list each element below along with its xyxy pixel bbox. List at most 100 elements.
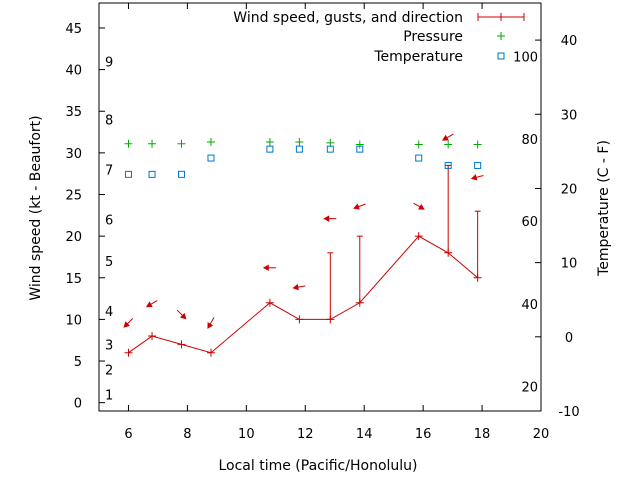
y-axis-right: -10 0 10 20 30 40 xyxy=(535,34,580,420)
wind-direction-arrowhead xyxy=(323,215,330,222)
wind-speed-point xyxy=(355,298,364,307)
temperature-point xyxy=(356,145,364,153)
y-tick-label: 35 xyxy=(65,105,82,120)
wind-speed-point xyxy=(265,298,274,307)
wind-speed-point xyxy=(444,248,453,257)
temperature-point xyxy=(444,161,452,169)
beaufort-label: 1 xyxy=(105,388,113,403)
beaufort-label: 9 xyxy=(105,55,113,70)
legend-sample-pressure xyxy=(497,32,505,40)
x-axis: 6 8 10 12 14 16 18 20 xyxy=(124,3,549,442)
x-axis-title: Local time (Pacific/Honolulu) xyxy=(218,458,417,474)
fahrenheit-label: 40 xyxy=(521,298,538,313)
y-tick-label: 30 xyxy=(65,147,82,162)
wind-speed-point xyxy=(326,315,335,324)
legend-label-wind: Wind speed, gusts, and direction xyxy=(233,10,463,26)
fahrenheit-scale: 20 40 60 80 100 xyxy=(513,50,538,395)
y-tick-label: 10 xyxy=(65,313,82,328)
beaufort-label: 2 xyxy=(105,363,113,378)
beaufort-label: 4 xyxy=(105,305,113,320)
x-tick-label: 12 xyxy=(297,427,314,442)
pressure-point xyxy=(124,139,133,148)
beaufort-label: 7 xyxy=(105,164,113,179)
wind-speed-point xyxy=(124,348,133,357)
y2-tick-label: 20 xyxy=(561,182,578,197)
legend-sample-wind-marker xyxy=(497,13,505,21)
plot-frame xyxy=(98,2,542,412)
plot-border xyxy=(98,2,542,412)
pressure-point xyxy=(473,140,482,149)
temperature-point xyxy=(148,170,156,178)
temperature-point xyxy=(207,154,215,162)
pressure-point xyxy=(295,138,304,147)
temperature-point xyxy=(474,161,482,169)
y-tick-label: 25 xyxy=(65,189,82,204)
y-axis-title: Wind speed (kt - Beaufort) xyxy=(28,115,44,300)
x-tick-label: 8 xyxy=(183,427,191,442)
temperature-point xyxy=(415,154,423,162)
y-tick-label: 5 xyxy=(74,355,82,370)
wind-direction-arrowhead xyxy=(292,283,299,291)
beaufort-scale: 1 2 3 4 5 6 7 8 9 xyxy=(105,55,113,403)
y-tick-label: 40 xyxy=(65,64,82,79)
wind-direction-arrowhead xyxy=(418,203,425,210)
wind-speed-point xyxy=(177,340,186,349)
wind-direction-arrowhead xyxy=(145,301,153,308)
x-tick-label: 10 xyxy=(238,427,255,442)
y-tick-label: 20 xyxy=(65,230,82,245)
wind-direction-arrowhead xyxy=(353,203,360,210)
pressure-point xyxy=(355,140,364,149)
x-tick-label: 6 xyxy=(124,427,132,442)
fahrenheit-label: 80 xyxy=(521,133,538,148)
y2-tick-label: 10 xyxy=(561,257,578,272)
legend: Wind speed, gusts, and direction Pressur… xyxy=(233,10,525,65)
wind-direction-arrowhead xyxy=(207,322,214,329)
y2-tick-label: 30 xyxy=(561,108,578,123)
temperature-point xyxy=(178,170,186,178)
pressure-point xyxy=(444,140,453,149)
wind-speed-point xyxy=(295,315,304,324)
fahrenheit-label: 60 xyxy=(521,215,538,230)
y2-tick-label: 0 xyxy=(565,331,573,346)
y2-tick-label: -10 xyxy=(558,405,579,420)
y-tick-label: 0 xyxy=(74,397,82,412)
y-tick-label: 45 xyxy=(65,22,82,37)
x-tick-label: 14 xyxy=(356,427,373,442)
beaufort-label: 6 xyxy=(105,213,113,228)
pressure-point xyxy=(177,139,186,148)
pressure-point xyxy=(414,140,423,149)
y2-axis-title: Temperature (C - F) xyxy=(596,140,612,277)
temperature-point xyxy=(326,145,334,153)
wind-speed-point xyxy=(148,332,157,341)
wind-speed-point xyxy=(206,348,215,357)
wind-direction-arrowhead xyxy=(123,321,130,328)
x-tick-label: 18 xyxy=(474,427,491,442)
wind-speed-point xyxy=(473,273,482,282)
beaufort-label: 3 xyxy=(105,338,113,353)
pressure-point xyxy=(148,139,157,148)
legend-sample-temperature xyxy=(497,52,505,60)
y2-tick-label: 40 xyxy=(561,34,578,49)
y-tick-label: 15 xyxy=(65,272,82,287)
legend-label-temperature: Temperature xyxy=(373,49,463,65)
wind-speed-point xyxy=(414,232,423,241)
temperature-point xyxy=(266,145,274,153)
wind-direction-arrowhead xyxy=(442,134,449,141)
beaufort-label: 5 xyxy=(105,255,113,270)
legend-label-pressure: Pressure xyxy=(403,29,463,45)
series-layer xyxy=(123,133,484,357)
fahrenheit-label: 100 xyxy=(513,50,538,65)
pressure-point xyxy=(326,138,335,147)
y-axis-left: 0 5 10 15 20 25 30 35 40 45 xyxy=(65,22,105,412)
beaufort-label: 8 xyxy=(105,114,113,129)
pressure-point xyxy=(265,138,274,147)
wind-direction-arrowhead xyxy=(180,312,187,320)
temperature-point xyxy=(124,170,132,178)
temperature-point xyxy=(295,145,303,153)
wind-direction-arrowhead xyxy=(262,264,269,272)
x-tick-label: 16 xyxy=(415,427,432,442)
pressure-point xyxy=(206,138,215,147)
wind-speed-line xyxy=(128,235,478,354)
fahrenheit-label: 20 xyxy=(521,381,538,396)
